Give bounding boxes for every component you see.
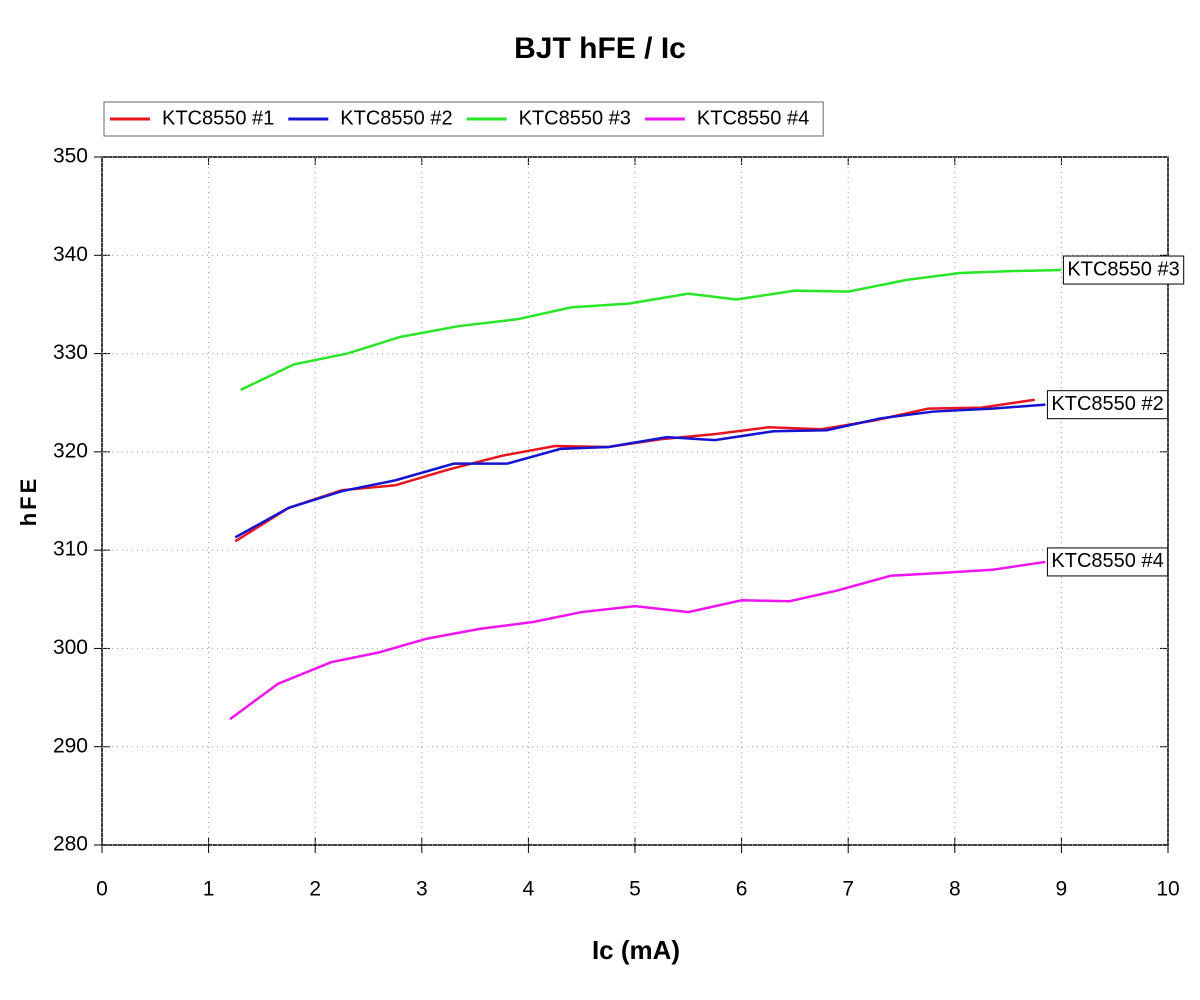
series-line (240, 268, 1062, 392)
annotation-label: KTC8550 #2 (1051, 393, 1163, 415)
y-tick-label: 330 (53, 341, 88, 364)
x-tick-label: 9 (1056, 878, 1068, 901)
y-axis-label: hFE (16, 476, 41, 527)
x-axis-label: Ic (mA) (592, 935, 680, 965)
y-tick-label: 310 (53, 538, 88, 561)
x-tick-label: 10 (1156, 878, 1179, 901)
legend-box (103, 101, 824, 137)
series-line (234, 403, 1046, 539)
x-tick-label: 1 (203, 878, 215, 901)
annotation-box (1046, 547, 1169, 577)
series-line (229, 560, 1046, 721)
annotation-label: KTC8550 #4 (1051, 550, 1163, 572)
x-tick-label: 4 (523, 878, 535, 901)
y-tick-label: 320 (53, 439, 88, 462)
x-tick-label: 3 (416, 878, 428, 901)
annotation-label: KTC8550 #3 (1067, 258, 1179, 280)
x-tick-label: 5 (629, 878, 641, 901)
x-tick-label: 0 (96, 878, 108, 901)
x-tick-label: 6 (736, 878, 748, 901)
y-tick-label: 290 (53, 734, 88, 757)
x-tick-label: 7 (842, 878, 854, 901)
chart-title: BJT hFE / Ic (514, 32, 686, 65)
legend-label: KTC8550 #4 (697, 107, 809, 129)
legend-label: KTC8550 #1 (162, 107, 274, 129)
y-tick-label: 340 (53, 243, 88, 266)
x-tick-label: 8 (949, 878, 961, 901)
legend-label: KTC8550 #3 (519, 107, 631, 129)
annotation-box (1062, 255, 1185, 285)
series-line (234, 398, 1035, 543)
legend-label: KTC8550 #2 (340, 107, 452, 129)
x-tick-label: 2 (309, 878, 321, 901)
legend: KTC8550 #1 KTC8550 #2 KTC8550 #3 KTC8550 #4 (103, 101, 824, 137)
y-tick-label: 280 (53, 833, 88, 856)
annotation: KTC8550 #4 (1046, 547, 1169, 577)
plot-frame (101, 156, 1169, 846)
y-tick-label: 350 (53, 145, 88, 168)
annotation-box (1046, 390, 1169, 420)
y-tick-label: 300 (53, 636, 88, 659)
annotation: KTC8550 #2 (1046, 390, 1169, 420)
annotation: KTC8550 #3 (1062, 255, 1185, 285)
